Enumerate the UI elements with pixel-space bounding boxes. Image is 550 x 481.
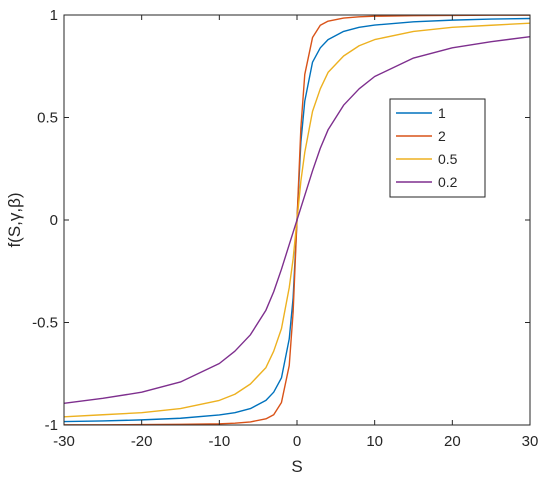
series-line-3 [63, 36, 531, 404]
y-axis-label: f(S,γ,β) [5, 192, 24, 247]
y-tick-label: 0.5 [37, 110, 58, 127]
legend: 1 2 0.5 0.2 [389, 98, 486, 198]
x-axis-label: S [291, 457, 302, 476]
legend-label-2: 0.5 [438, 151, 458, 167]
x-tick-label: 10 [366, 433, 383, 450]
x-tick-label: -30 [53, 433, 75, 450]
y-tick-label: 1 [50, 7, 58, 24]
x-tick-label: -20 [131, 433, 153, 450]
x-tick-label: 30 [522, 433, 539, 450]
legend-label-1: 2 [438, 128, 446, 144]
ticks-layer: -30 -20 -10 0 10 20 30 -1 -0.5 0 0.5 1 [32, 7, 538, 450]
legend-box [389, 98, 486, 198]
legend-label-3: 0.2 [438, 174, 458, 190]
legend-label-0: 1 [438, 105, 446, 121]
y-tick-label: -1 [45, 417, 58, 434]
y-tick-label: -0.5 [32, 315, 58, 332]
y-tick-label: 0 [50, 212, 58, 229]
x-tick-label: 20 [444, 433, 461, 450]
x-tick-label: -10 [208, 433, 230, 450]
x-tick-label: 0 [293, 433, 301, 450]
